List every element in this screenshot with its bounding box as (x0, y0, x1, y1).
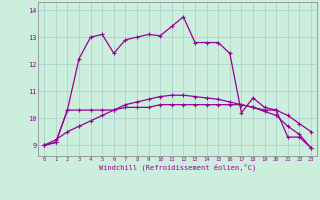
X-axis label: Windchill (Refroidissement éolien,°C): Windchill (Refroidissement éolien,°C) (99, 164, 256, 171)
